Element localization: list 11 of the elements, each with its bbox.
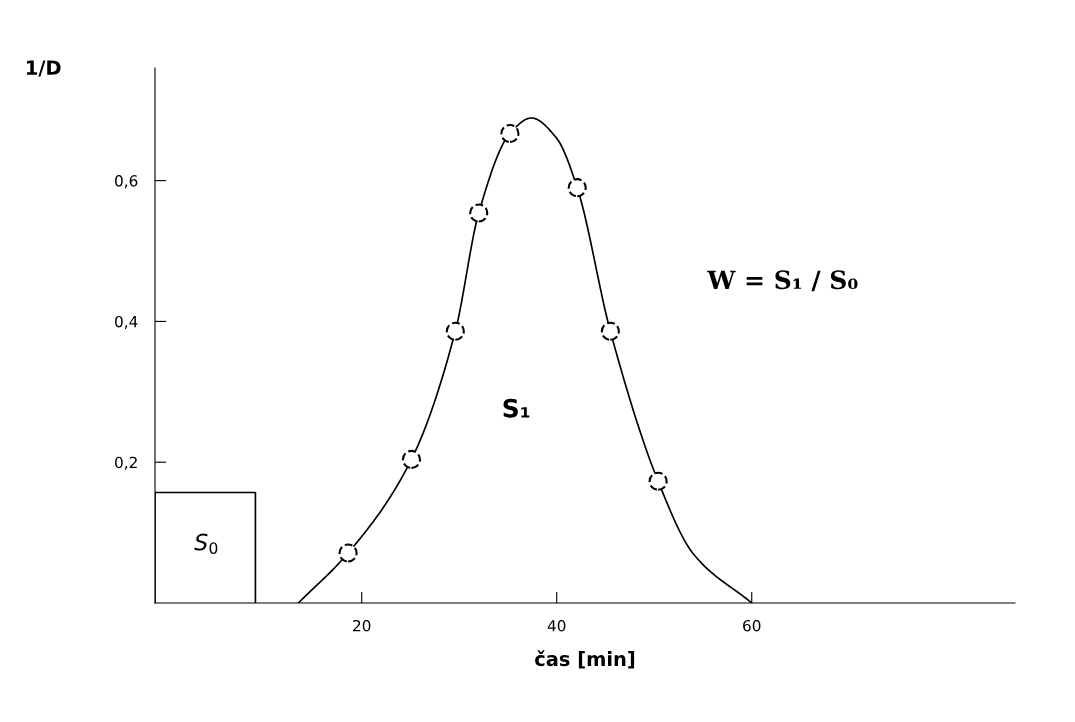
annotation: S₁ [503, 398, 530, 418]
x-tick-label: 60 [743, 619, 761, 632]
y-tick-label: 0,2 [115, 456, 137, 470]
y-axis-title: 1/D [27, 60, 61, 77]
y-tick-label: 0,6 [115, 175, 138, 189]
x-axis-title: čas [min] [535, 650, 635, 669]
x-tick-label: 40 [547, 619, 566, 632]
y-tick-label: 0,4 [115, 315, 138, 329]
annotation: W = S₁ / S₀ [707, 270, 858, 292]
annotation: S$_{0}$ [194, 533, 218, 554]
x-tick-label: 20 [353, 619, 371, 632]
